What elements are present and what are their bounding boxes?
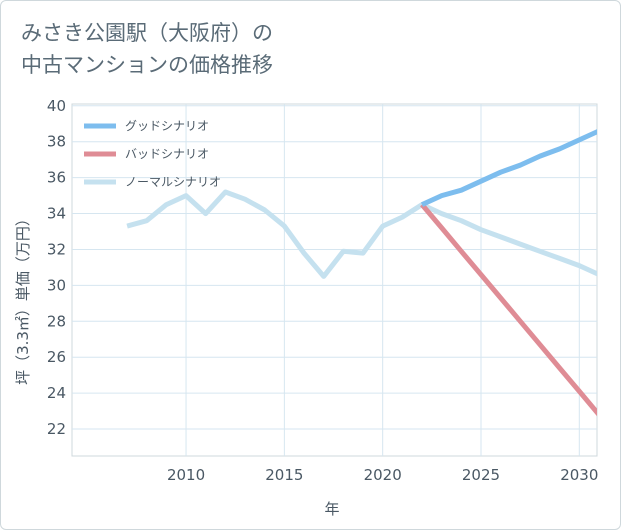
chart-title-line-1: みさき公園駅（大阪府）の bbox=[21, 21, 273, 45]
plot-area bbox=[71, 103, 598, 457]
legend-label-good: グッドシナリオ bbox=[125, 119, 209, 133]
y-tick-label: 34 bbox=[47, 205, 66, 223]
y-tick-label: 22 bbox=[47, 420, 66, 438]
y-axis-label: 坪（3.3㎡）単価（万円） bbox=[14, 211, 32, 385]
grid-lines bbox=[72, 104, 597, 456]
legend-label-bad: バッドシナリオ bbox=[125, 147, 209, 161]
series-line-good bbox=[420, 129, 597, 207]
y-tick-label: 24 bbox=[47, 384, 66, 402]
x-tick-labels: 2010 2015 2020 2025 2030 bbox=[167, 466, 598, 484]
chart-title: みさき公園駅（大阪府）の 中古マンションの価格推移 bbox=[21, 17, 273, 81]
x-tick-label: 2015 bbox=[265, 466, 303, 484]
y-tick-labels: 22 24 26 28 30 32 34 36 38 40 bbox=[47, 97, 66, 438]
y-tick-label: 30 bbox=[47, 276, 66, 294]
x-tick-label: 2030 bbox=[560, 466, 598, 484]
x-axis-label: 年 bbox=[324, 500, 339, 518]
legend-label-normal: ノーマルシナリオ bbox=[125, 175, 221, 189]
x-tick-label: 2010 bbox=[167, 466, 205, 484]
series-line-bad bbox=[420, 202, 597, 417]
y-tick-label: 28 bbox=[47, 312, 66, 330]
chart-title-line-2: 中古マンションの価格推移 bbox=[21, 53, 273, 77]
x-tick-label: 2020 bbox=[364, 466, 402, 484]
y-tick-label: 40 bbox=[47, 97, 66, 115]
y-tick-label: 36 bbox=[47, 169, 66, 187]
y-tick-label: 26 bbox=[47, 348, 66, 366]
series-lines bbox=[126, 129, 597, 417]
series-line-normal bbox=[126, 189, 597, 279]
y-tick-label: 38 bbox=[47, 133, 66, 151]
y-tick-label: 32 bbox=[47, 240, 66, 258]
x-tick-label: 2025 bbox=[462, 466, 500, 484]
